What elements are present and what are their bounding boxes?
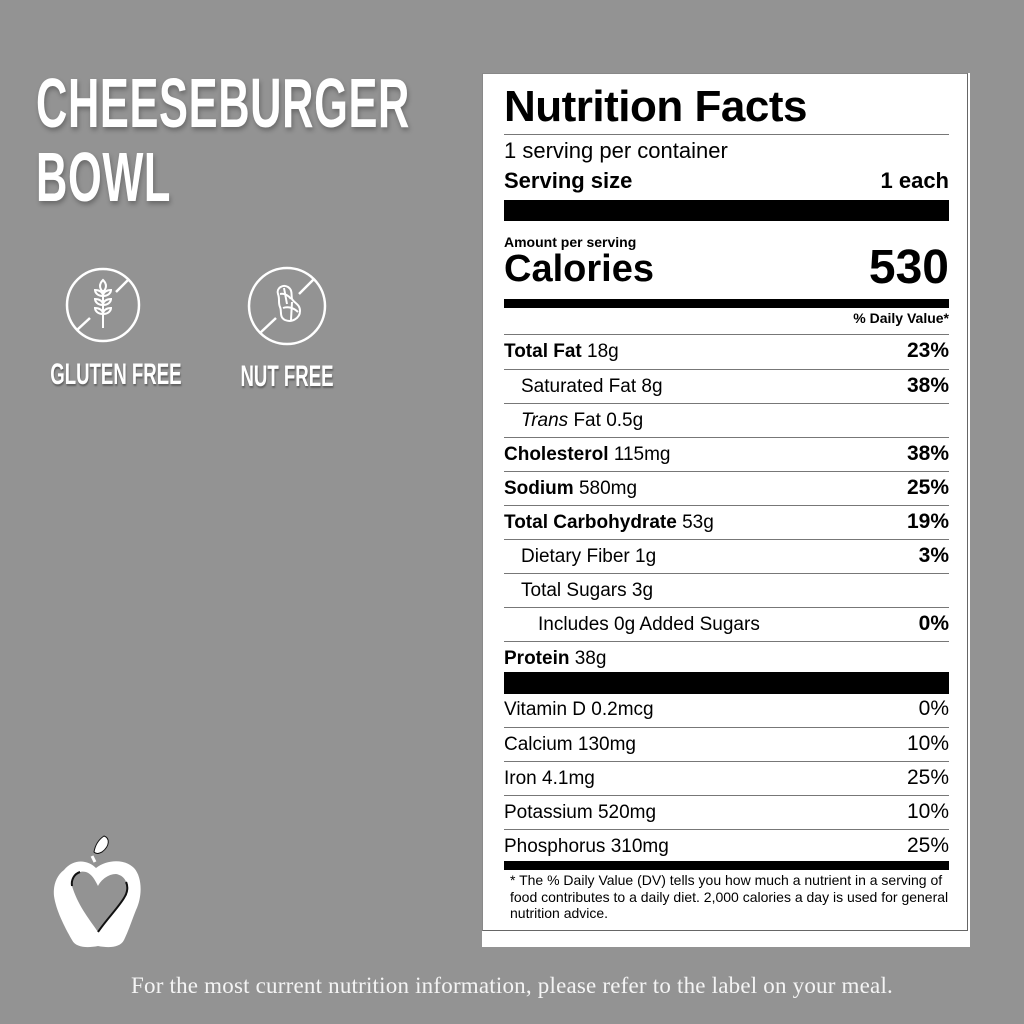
divider [504, 369, 949, 370]
nut-free-badge: NUT FREE [202, 266, 372, 394]
vitamin-dv: 10% [906, 732, 949, 755]
nutrient-row-protein: Protein 38g [504, 642, 949, 676]
vitamin-dv: 25% [906, 766, 949, 789]
nutrition-label-card: Nutrition Facts 1 serving per container … [482, 73, 970, 947]
vitamin-amount: 310mg [610, 836, 669, 857]
vitamin-amount: 520mg [597, 802, 657, 823]
vitamin-name: Potassium [504, 802, 593, 823]
nutrient-name: Trans [521, 410, 569, 431]
vitamin-row-calcium: Calcium 130mg 10% [504, 728, 949, 762]
calories-label: Calories [504, 248, 654, 290]
vitamin-dv: 10% [906, 800, 949, 823]
vitamin-name: Vitamin D [504, 699, 587, 720]
divider [504, 437, 949, 438]
product-title: CHEESEBURGER BOWL [36, 66, 410, 214]
product-title-line2: BOWL [36, 138, 172, 216]
nutrient-amount: 38g [574, 648, 607, 669]
nutrient-amount: 8g [641, 376, 663, 397]
vitamin-name: Iron [504, 768, 537, 789]
nutrient-amount: 0.5g [606, 410, 644, 431]
vitamin-amount: 4.1mg [542, 768, 595, 789]
nutrition-facts-panel: Nutrition Facts 1 serving per container … [482, 73, 968, 931]
nut-free-label: NUT FREE [240, 360, 334, 393]
nutrient-row-cholesterol: Cholesterol 115mg 38% [504, 438, 949, 472]
nutrient-name: Protein [504, 648, 570, 669]
nutrient-name: Dietary Fiber [521, 546, 630, 567]
thick-divider [504, 299, 949, 308]
nutrient-amount: 3g [631, 580, 654, 601]
vitamin-amount: 130mg [577, 734, 637, 755]
divider [504, 727, 949, 728]
nutrient-row-total-carbohydrate: Total Carbohydrate 53g 19% [504, 506, 949, 540]
divider [504, 641, 949, 642]
nutrient-row-total-sugars: Total Sugars 3g [504, 574, 949, 608]
vitamin-name: Phosphorus [504, 836, 606, 857]
nutrient-dv: 3% [918, 544, 949, 567]
nutrient-amount: 1g [635, 546, 657, 567]
nutrient-amount: 53g [682, 512, 714, 533]
nutrient-row-sodium: Sodium 580mg 25% [504, 472, 949, 506]
nutrient-dv: 25% [906, 476, 949, 499]
nutrient-row-trans-fat: Trans Fat 0.5g [504, 404, 949, 438]
gluten-free-badge: GLUTEN FREE [18, 266, 188, 392]
nutrient-name: Cholesterol [504, 444, 609, 465]
thick-divider [504, 672, 949, 694]
thick-divider [504, 861, 949, 870]
nutrient-amount: 580mg [578, 478, 638, 499]
amount-per-serving: Amount per serving [504, 234, 637, 250]
nutrient-name: Total Fat [504, 341, 582, 362]
vitamin-row-potassium: Potassium 520mg 10% [504, 796, 949, 830]
calories-value: 530 [868, 241, 949, 294]
divider [504, 334, 949, 335]
vitamin-dv: 25% [906, 834, 949, 857]
divider [504, 761, 949, 762]
serving-size-value: 1 each [880, 168, 950, 193]
divider [504, 539, 949, 540]
daily-value-footnote: * The % Daily Value (DV) tells you how m… [510, 872, 949, 921]
vitamin-name: Calcium [504, 734, 573, 755]
nutrition-facts-title: Nutrition Facts [504, 82, 807, 131]
gluten-free-label: GLUTEN FREE [50, 358, 182, 391]
divider [504, 471, 949, 472]
divider [504, 505, 949, 506]
product-title-line1: CHEESEBURGER [36, 64, 410, 142]
divider [504, 795, 949, 796]
nutrient-row-saturated-fat: Saturated Fat 8g 38% [504, 370, 949, 404]
nutrient-amount: 18g [587, 341, 619, 362]
divider [504, 403, 949, 404]
divider [504, 829, 949, 830]
vitamin-amount: 0.2mcg [591, 699, 654, 720]
nutrient-row-total-fat: Total Fat 18g 23% [504, 335, 949, 369]
divider [504, 607, 949, 608]
vitamin-row-vitamin-d: Vitamin D 0.2mcg 0% [504, 693, 949, 727]
nutrient-name: Saturated Fat [521, 376, 637, 397]
nutrient-amount: 115mg [613, 444, 671, 465]
nutrient-dv: 38% [906, 374, 949, 397]
apple-heart-logo-icon [53, 835, 141, 948]
nutrient-dv: 38% [906, 442, 949, 465]
servings-per-container: 1 serving per container [504, 138, 728, 163]
nutrient-dv: 0% [918, 612, 949, 635]
divider [504, 573, 949, 574]
nutrient-row-added-sugars: Includes 0g Added Sugars 0% [504, 608, 949, 642]
vitamin-row-iron: Iron 4.1mg 25% [504, 762, 949, 796]
disclaimer-text: For the most current nutrition informati… [131, 973, 893, 998]
no-wheat-icon [65, 267, 141, 343]
daily-value-header: % Daily Value* [853, 310, 949, 326]
nutrient-name: Total Carbohydrate [504, 512, 677, 533]
nutrient-name: Includes 0g Added Sugars [538, 614, 760, 635]
no-peanut-icon [247, 266, 327, 346]
nutrient-dv: 19% [906, 510, 949, 533]
nutrient-dv: 23% [906, 339, 949, 362]
thick-divider [504, 200, 949, 221]
vitamin-dv: 0% [918, 697, 949, 720]
serving-size-label: Serving size [504, 168, 633, 193]
nutrient-name-suffix: Fat [573, 410, 601, 431]
nutrient-name: Sodium [504, 478, 574, 499]
divider [504, 134, 949, 135]
nutrient-row-dietary-fiber: Dietary Fiber 1g 3% [504, 540, 949, 574]
nutrient-name: Total Sugars [521, 580, 627, 601]
vitamin-row-phosphorus: Phosphorus 310mg 25% [504, 830, 949, 864]
